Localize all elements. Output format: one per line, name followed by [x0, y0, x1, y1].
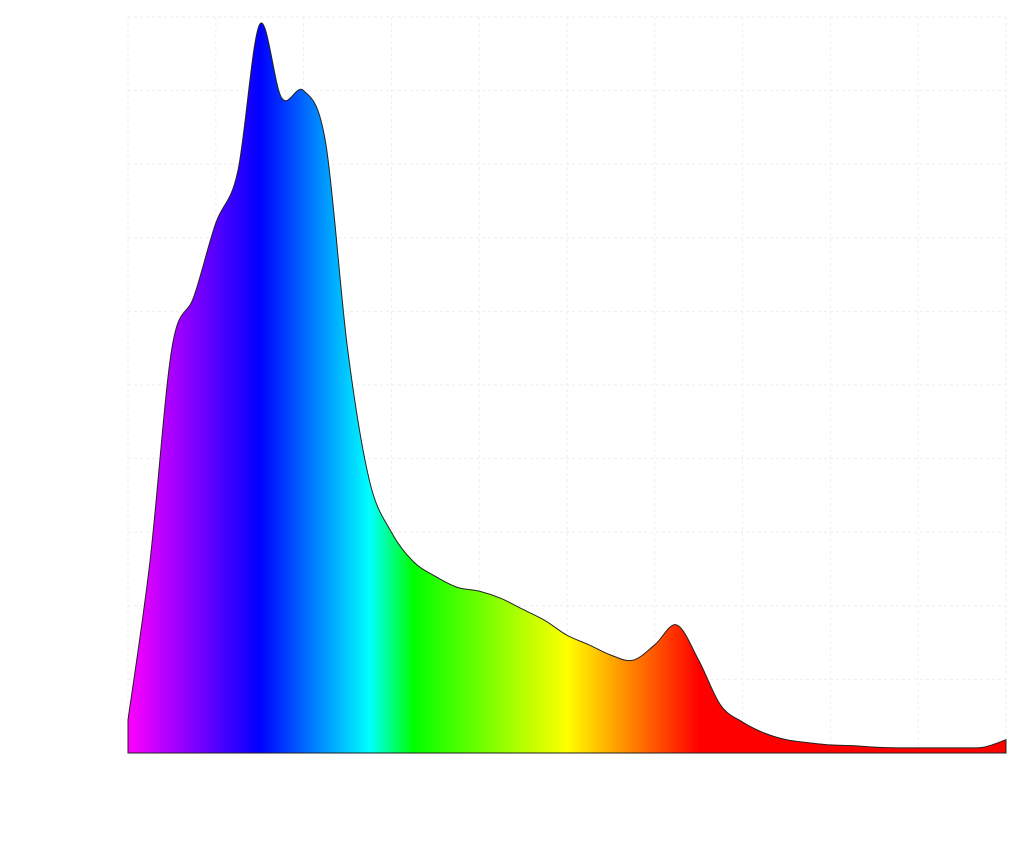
spectrum-area	[127, 22, 1007, 754]
